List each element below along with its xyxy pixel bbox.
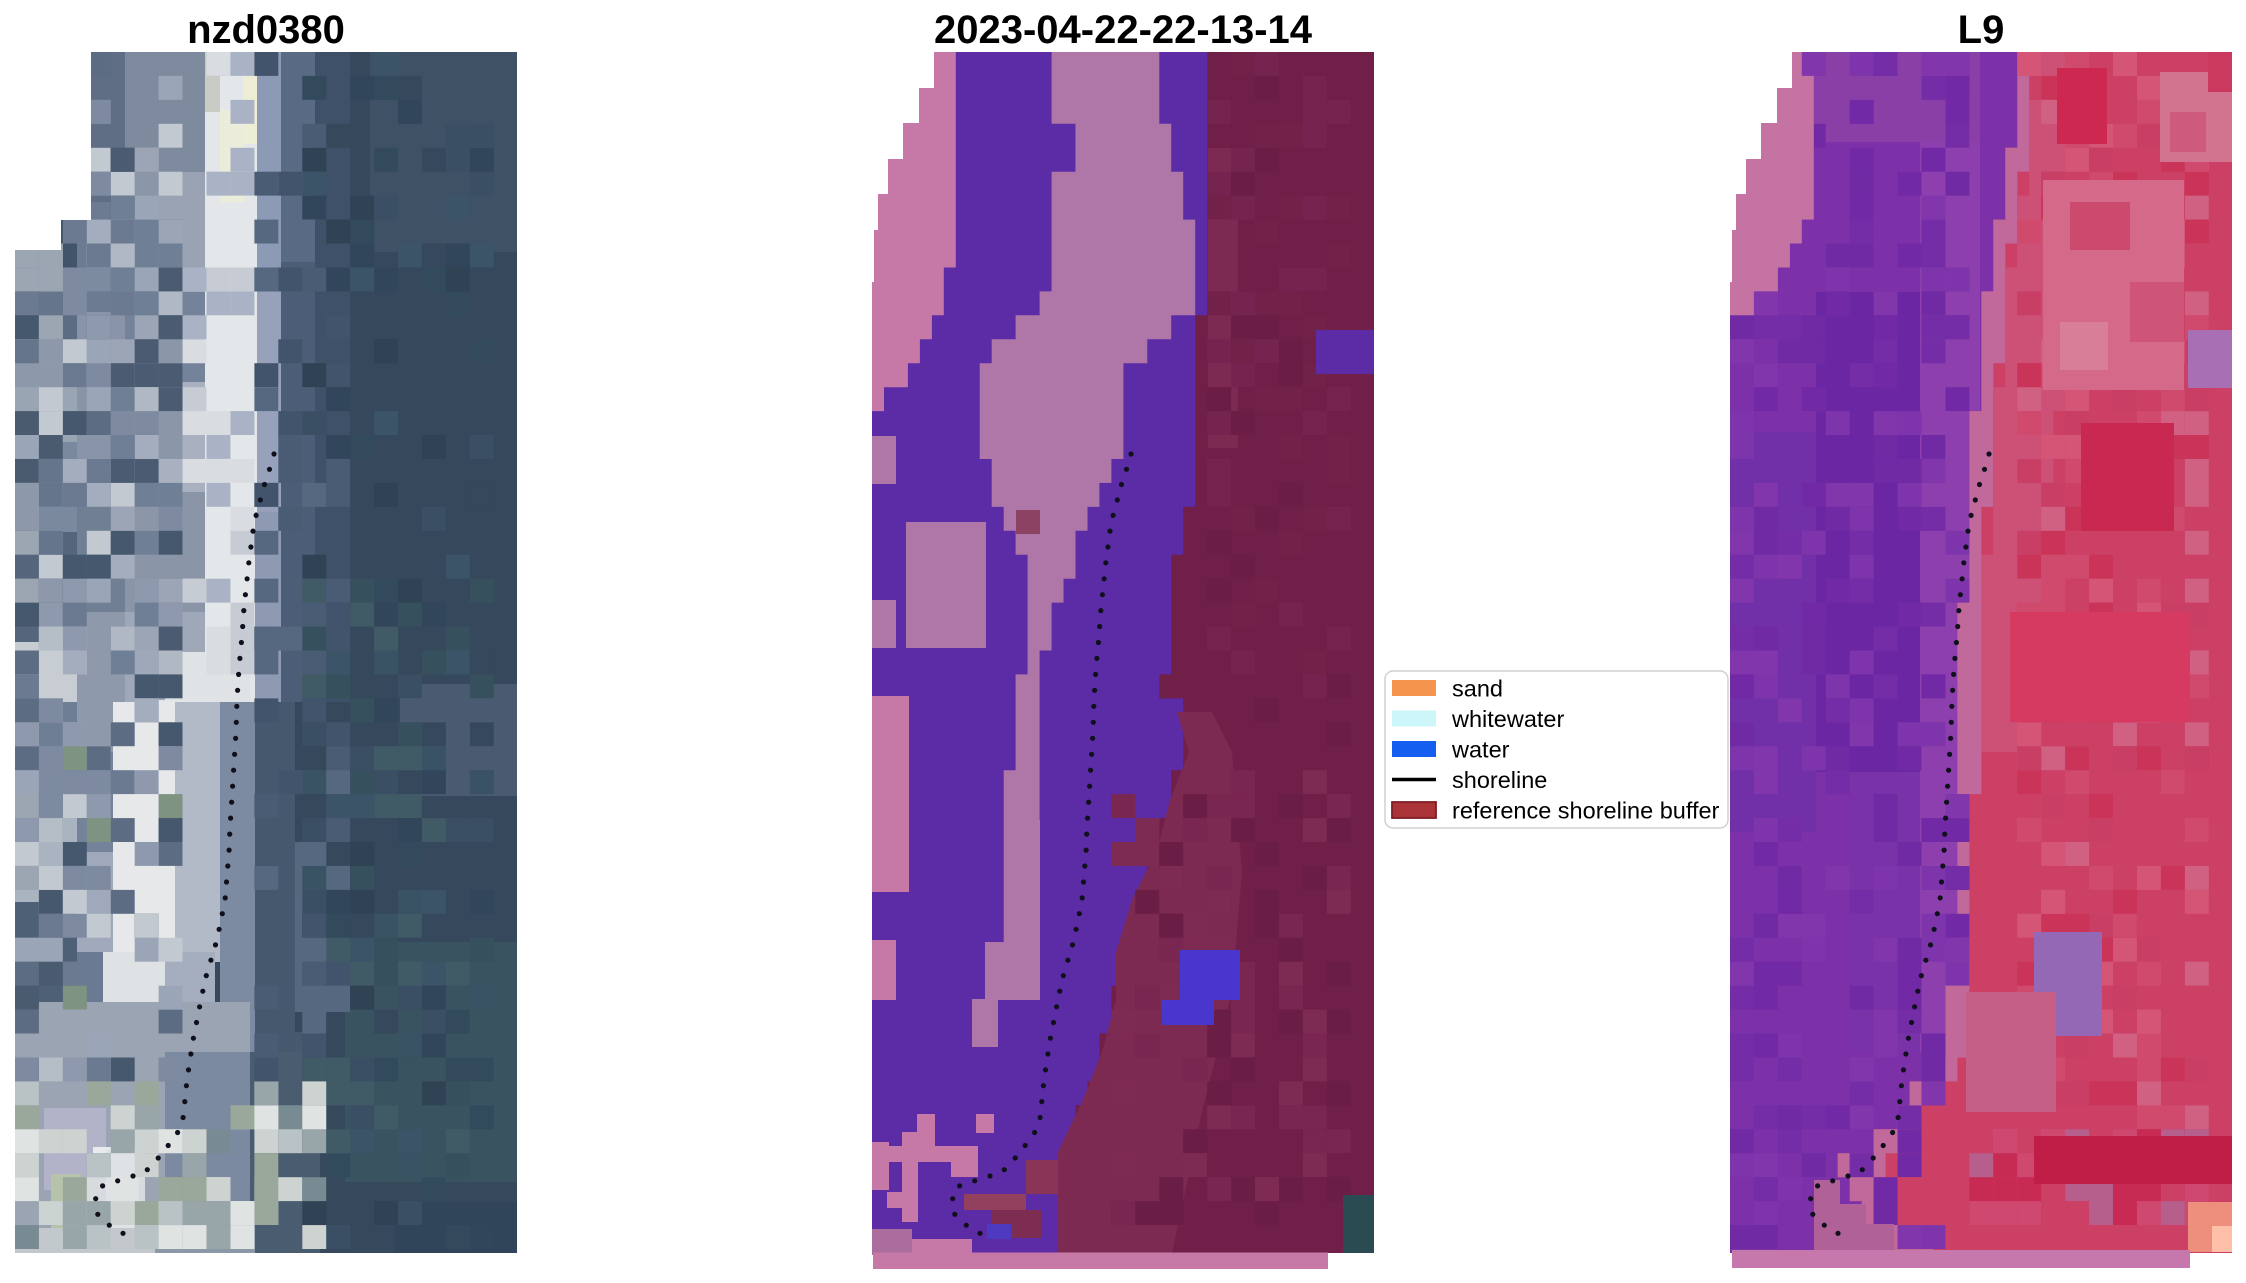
svg-text:nzd0380: nzd0380 bbox=[187, 8, 345, 52]
svg-text:reference shoreline buffer: reference shoreline buffer bbox=[1452, 798, 1720, 824]
svg-text:water: water bbox=[1451, 737, 1510, 763]
svg-text:2023-04-22-22-13-14: 2023-04-22-22-13-14 bbox=[934, 8, 1313, 52]
svg-text:whitewater: whitewater bbox=[1451, 706, 1564, 732]
svg-text:sand: sand bbox=[1452, 676, 1503, 702]
svg-text:L9: L9 bbox=[1958, 8, 2005, 52]
svg-text:shoreline: shoreline bbox=[1452, 767, 1547, 793]
